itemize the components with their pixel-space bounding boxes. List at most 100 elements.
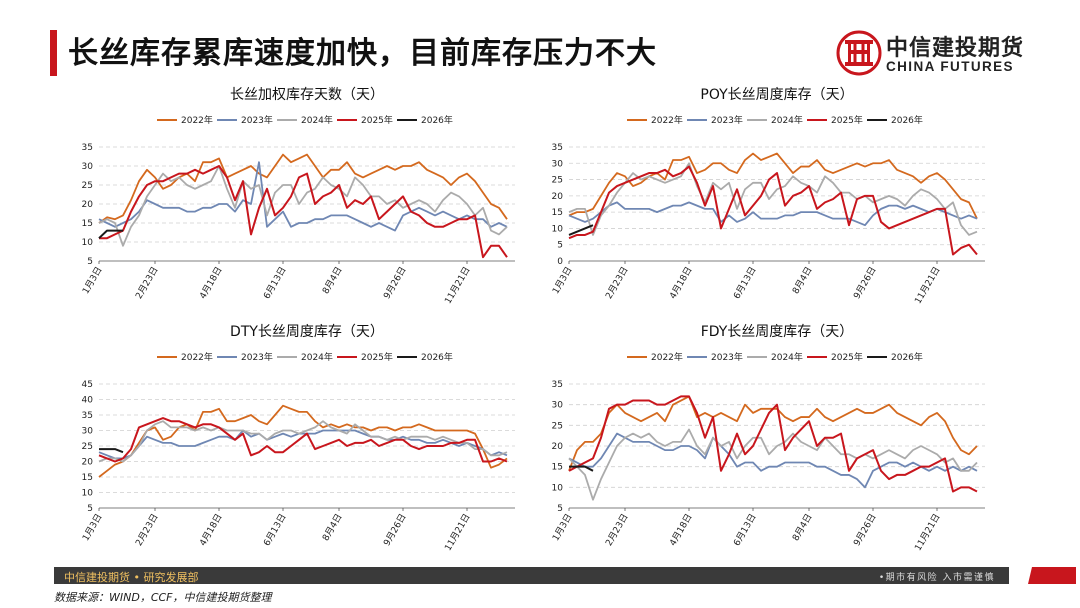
- legend-label: 2025年: [831, 114, 863, 126]
- y-tick-label: 40: [82, 396, 94, 406]
- y-tick-label: 15: [552, 463, 563, 473]
- legend-label: 2023年: [241, 351, 273, 363]
- series-line-2025年: [568, 395, 978, 493]
- x-tick-label: 2月23日: [603, 265, 630, 301]
- series-line-2024年: [568, 428, 978, 501]
- y-tick-label: 10: [82, 238, 94, 248]
- x-tick-label: 11月21日: [443, 265, 473, 306]
- legend-label: 2026年: [891, 114, 923, 126]
- chart-poy-inventory: POY长丝周度库存（天） 2022年 2023年 2024年 2025年 2026年 0 5 1…: [550, 87, 985, 306]
- y-tick-label: 20: [552, 442, 564, 452]
- series-line-2025年: [98, 417, 508, 463]
- y-tick-label: 10: [552, 483, 564, 493]
- chart-filament-weighted-inventory: 长丝加权库存天数（天） 2022年 2023年 2024年 2025年 2026年 5 10 1…: [80, 87, 515, 306]
- series-line-2022年: [568, 152, 978, 220]
- series-line-2026年: [569, 465, 594, 472]
- legend-label: 2025年: [361, 351, 393, 363]
- x-tick-label: 8月4日: [790, 265, 814, 296]
- x-tick-label: 1月3日: [80, 265, 104, 296]
- series-line-2024年: [98, 165, 508, 247]
- y-tick-label: 35: [552, 143, 563, 153]
- series-line-2023年: [98, 429, 508, 460]
- data-source-note: 数据来源：WIND，CCF，中信建投期货整理: [54, 591, 272, 604]
- x-tick-label: 8月4日: [790, 512, 814, 543]
- y-tick-label: 20: [82, 200, 94, 210]
- y-tick-label: 20: [552, 192, 564, 202]
- legend-label: 2022年: [651, 351, 683, 363]
- legend-label: 2025年: [831, 351, 863, 363]
- x-tick-label: 11月21日: [913, 265, 943, 306]
- legend-label: 2024年: [771, 351, 803, 363]
- legend-label: 2023年: [241, 114, 273, 126]
- x-tick-label: 1月3日: [550, 265, 574, 296]
- y-tick-label: 25: [552, 421, 563, 431]
- y-tick-label: 25: [82, 442, 93, 452]
- title-accent-bar: [50, 30, 57, 76]
- y-tick-label: 20: [82, 458, 94, 468]
- x-tick-label: 4月18日: [667, 512, 694, 548]
- x-tick-label: 6月13日: [261, 265, 288, 301]
- y-tick-label: 35: [82, 143, 93, 153]
- x-tick-label: 8月4日: [320, 265, 344, 296]
- logo-chinese-name: 中信建投期货: [886, 36, 1025, 61]
- series-line-2025年: [568, 165, 978, 256]
- series-line-2023年: [568, 432, 978, 489]
- y-tick-label: 35: [82, 411, 93, 421]
- chart-dty-inventory: DTY长丝周度库存（天） 2022年 2023年 2024年 2025年 2026年 5 10…: [80, 324, 515, 553]
- x-tick-label: 6月13日: [731, 265, 758, 301]
- x-tick-label: 6月13日: [731, 512, 758, 548]
- y-tick-label: 10: [82, 489, 94, 499]
- chart-title: DTY长丝周度库存（天）: [230, 324, 384, 340]
- x-tick-label: 2月23日: [133, 265, 160, 301]
- legend-label: 2022年: [181, 114, 213, 126]
- y-tick-label: 35: [552, 380, 563, 390]
- legend-label: 2024年: [771, 114, 803, 126]
- series-line-2025年: [99, 165, 508, 259]
- series-line-2023年: [568, 201, 978, 227]
- legend-label: 2026年: [421, 114, 453, 126]
- y-tick-label: 25: [82, 181, 93, 191]
- logo-english-name: CHINA FUTURES: [886, 59, 1014, 74]
- footer-risk-warning: •期市有风险 入市需谨慎: [878, 573, 995, 583]
- legend-label: 2022年: [181, 351, 213, 363]
- legend-label: 2026年: [891, 351, 923, 363]
- x-tick-label: 4月18日: [667, 265, 694, 301]
- x-tick-label: 11月21日: [913, 512, 943, 553]
- x-tick-label: 2月23日: [603, 512, 630, 548]
- legend-label: 2025年: [361, 114, 393, 126]
- y-tick-label: 45: [82, 380, 93, 390]
- x-tick-label: 9月26日: [381, 512, 408, 548]
- chart-fdy-inventory: FDY长丝周度库存（天） 2022年 2023年 2024年 2025年 2026年 5 10…: [550, 324, 985, 553]
- y-tick-label: 5: [557, 241, 563, 251]
- x-tick-label: 4月18日: [197, 512, 224, 548]
- series-line-2024年: [568, 162, 978, 236]
- y-tick-label: 30: [82, 162, 94, 172]
- series-line-2026年: [99, 448, 124, 454]
- x-tick-label: 9月26日: [851, 512, 878, 548]
- footer-bar: 中信建投期货 • 研究发展部 •期市有风险 入市需谨慎: [54, 567, 1009, 584]
- series-line-2023年: [98, 161, 508, 232]
- series-line-2022年: [98, 153, 508, 224]
- x-tick-label: 11月21日: [443, 512, 473, 553]
- chart-title: FDY长丝周度库存（天）: [701, 324, 854, 340]
- y-tick-label: 25: [552, 176, 563, 186]
- x-tick-label: 1月3日: [80, 512, 104, 543]
- chart-title: 长丝加权库存天数（天）: [230, 87, 384, 103]
- x-tick-label: 6月13日: [261, 512, 288, 548]
- series-line-2022年: [98, 404, 508, 478]
- y-tick-label: 5: [87, 257, 93, 267]
- x-tick-label: 9月26日: [381, 265, 408, 301]
- series-line-2024年: [98, 420, 508, 463]
- legend-label: 2023年: [711, 114, 743, 126]
- legend-label: 2024年: [301, 351, 333, 363]
- legend-label: 2024年: [301, 114, 333, 126]
- legend-label: 2026年: [421, 351, 453, 363]
- y-tick-label: 15: [82, 219, 93, 229]
- y-tick-label: 30: [552, 401, 564, 411]
- x-tick-label: 9月26日: [851, 265, 878, 301]
- company-logo: 中信建投期货 CHINA FUTURES: [836, 28, 1036, 78]
- y-tick-label: 0: [557, 257, 563, 267]
- x-tick-label: 4月18日: [197, 265, 224, 301]
- chart-title: POY长丝周度库存（天）: [700, 87, 853, 103]
- x-tick-label: 8月4日: [320, 512, 344, 543]
